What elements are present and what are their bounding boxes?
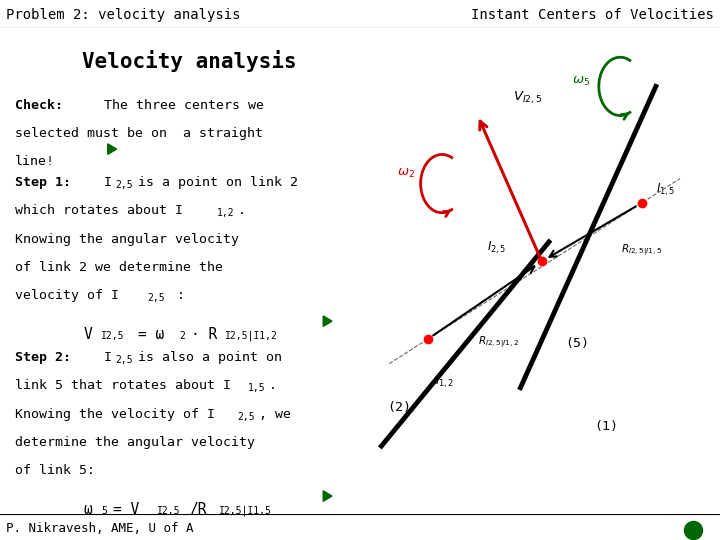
Text: I: I (104, 177, 112, 190)
Text: of link 5:: of link 5: (15, 464, 95, 477)
Text: Velocity analysis: Velocity analysis (81, 50, 297, 72)
Text: 2: 2 (179, 331, 186, 341)
Text: = V: = V (114, 502, 140, 517)
Polygon shape (323, 316, 332, 326)
Text: · R: · R (191, 327, 217, 342)
Text: /R: /R (189, 502, 207, 517)
Text: P. Nikravesh, AME, U of A: P. Nikravesh, AME, U of A (6, 522, 193, 535)
Text: (2): (2) (387, 401, 411, 414)
Text: Knowing the velocity of I: Knowing the velocity of I (15, 408, 215, 421)
Text: = ω: = ω (138, 327, 164, 342)
Text: ω: ω (84, 502, 92, 517)
Text: V: V (84, 327, 92, 342)
Text: Step 1:: Step 1: (15, 177, 71, 190)
Text: Problem 2: velocity analysis: Problem 2: velocity analysis (6, 9, 240, 23)
Text: is a point on link 2: is a point on link 2 (138, 177, 298, 190)
Text: link 5 that rotates about I: link 5 that rotates about I (15, 380, 231, 393)
Text: (1): (1) (594, 420, 618, 433)
Text: 2,5: 2,5 (115, 180, 133, 190)
Text: 2,5: 2,5 (115, 355, 133, 365)
Text: which rotates about I: which rotates about I (15, 205, 183, 218)
Text: $R_{I2,5|I1,2}$: $R_{I2,5|I1,2}$ (479, 334, 520, 350)
Text: I2,5: I2,5 (102, 331, 125, 341)
Text: $I_{1,2}$: $I_{1,2}$ (435, 373, 454, 389)
Text: .: . (238, 205, 246, 218)
Text: I2,5|I1,5: I2,5|I1,5 (219, 506, 272, 516)
Text: $R_{I2,5|I1,5}$: $R_{I2,5|I1,5}$ (621, 242, 662, 258)
Text: $\omega_5$: $\omega_5$ (572, 75, 590, 88)
Text: Knowing the angular velocity: Knowing the angular velocity (15, 233, 239, 246)
Text: Step 2:: Step 2: (15, 351, 71, 364)
Text: selected must be on  a straight: selected must be on a straight (15, 127, 263, 140)
Text: $I_{1,5}$: $I_{1,5}$ (656, 182, 675, 198)
Text: determine the angular velocity: determine the angular velocity (15, 436, 255, 449)
Polygon shape (108, 144, 117, 154)
Text: $I_{2,5}$: $I_{2,5}$ (487, 240, 506, 256)
Text: velocity of I: velocity of I (15, 289, 119, 302)
Text: .: . (269, 380, 277, 393)
Text: (5): (5) (565, 338, 590, 350)
Text: I2,5: I2,5 (157, 506, 181, 516)
Text: I: I (104, 351, 112, 364)
Text: $\omega_2$: $\omega_2$ (397, 167, 415, 180)
Text: 1,5: 1,5 (248, 383, 265, 393)
Text: 2,5: 2,5 (148, 293, 165, 303)
Text: $V_{I2,5}$: $V_{I2,5}$ (513, 90, 542, 106)
Text: 1,2: 1,2 (217, 208, 235, 218)
Text: Instant Centers of Velocities: Instant Centers of Velocities (472, 9, 714, 23)
Text: is also a point on: is also a point on (138, 351, 282, 364)
Text: :: : (169, 289, 185, 302)
Text: 2,5: 2,5 (237, 411, 255, 422)
Text: I2,5|I1,2: I2,5|I1,2 (225, 331, 278, 341)
Polygon shape (323, 491, 332, 501)
Text: line!: line! (15, 155, 55, 168)
Text: 5: 5 (102, 506, 107, 516)
Text: Check:: Check: (15, 99, 63, 112)
Text: , we: , we (259, 408, 291, 421)
Text: The three centers we: The three centers we (96, 99, 264, 112)
Text: of link 2 we determine the: of link 2 we determine the (15, 261, 223, 274)
